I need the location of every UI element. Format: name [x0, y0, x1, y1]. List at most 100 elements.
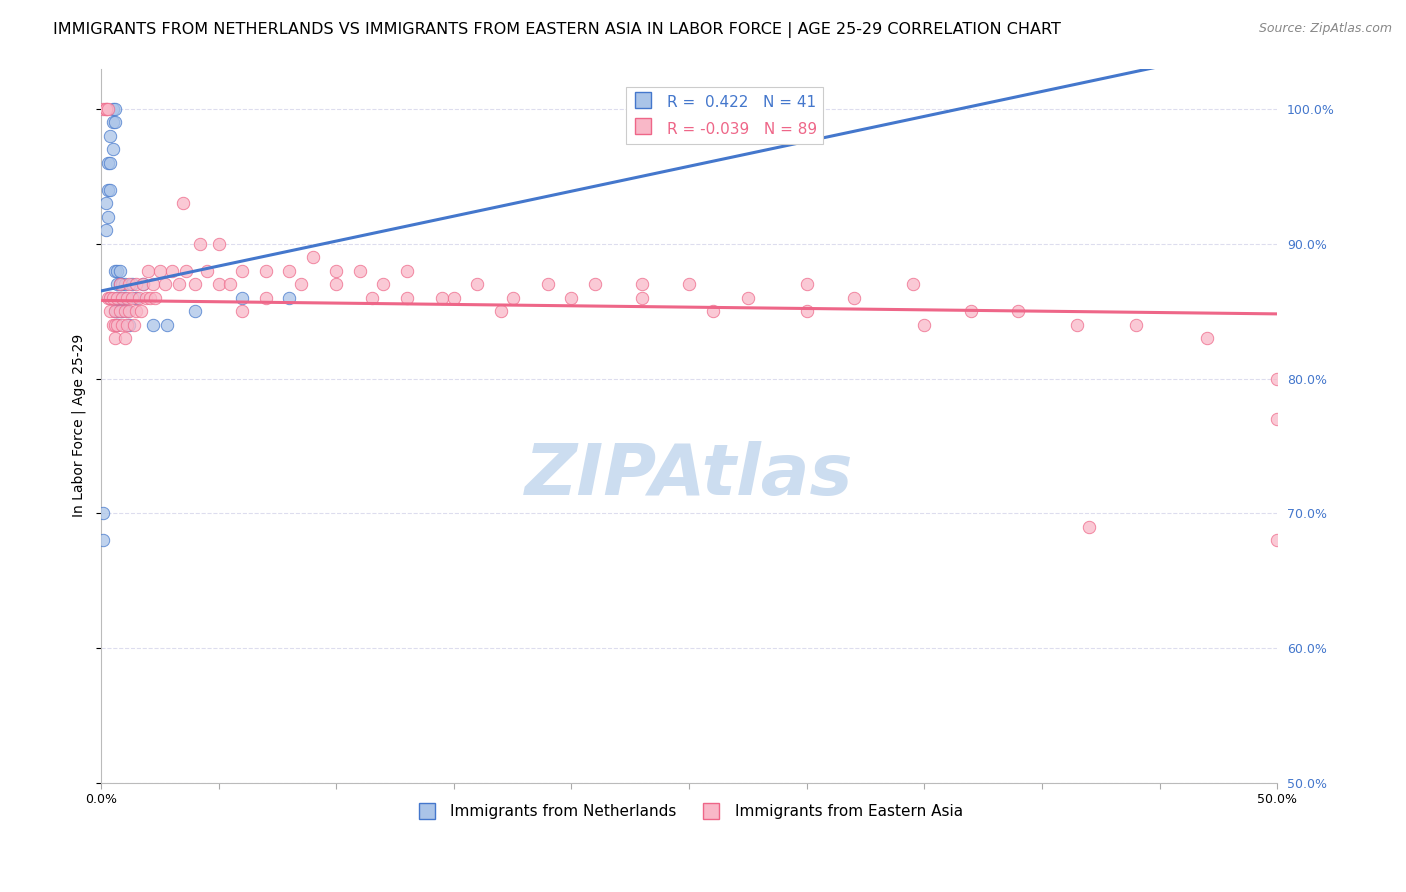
- Point: [111, 291, 134, 305]
- Point: [143, 291, 166, 305]
- Point: [1078, 520, 1101, 534]
- Point: [188, 236, 211, 251]
- Point: [842, 291, 865, 305]
- Point: [1007, 304, 1029, 318]
- Point: [537, 277, 560, 292]
- Point: [108, 264, 131, 278]
- Point: [115, 291, 138, 305]
- Point: [349, 264, 371, 278]
- Point: [254, 264, 277, 278]
- Point: [156, 318, 179, 332]
- Point: [118, 277, 141, 292]
- Point: [139, 291, 162, 305]
- Point: [97, 210, 120, 224]
- Point: [912, 318, 935, 332]
- Legend: Immigrants from Netherlands, Immigrants from Eastern Asia: Immigrants from Netherlands, Immigrants …: [409, 798, 969, 825]
- Point: [100, 291, 122, 305]
- Point: [132, 277, 155, 292]
- Point: [118, 318, 141, 332]
- Point: [101, 115, 124, 129]
- Point: [583, 277, 606, 292]
- Point: [132, 277, 155, 292]
- Point: [796, 277, 818, 292]
- Point: [118, 304, 141, 318]
- Point: [104, 318, 127, 332]
- Point: [108, 277, 131, 292]
- Point: [101, 142, 124, 156]
- Point: [104, 264, 127, 278]
- Point: [631, 277, 654, 292]
- Point: [360, 291, 382, 305]
- Point: [167, 277, 190, 292]
- Point: [129, 304, 152, 318]
- Point: [278, 291, 301, 305]
- Point: [108, 304, 131, 318]
- Point: [107, 291, 129, 305]
- Point: [104, 304, 127, 318]
- Point: [94, 102, 117, 116]
- Point: [107, 304, 129, 318]
- Point: [231, 291, 253, 305]
- Text: Source: ZipAtlas.com: Source: ZipAtlas.com: [1258, 22, 1392, 36]
- Point: [125, 291, 148, 305]
- Point: [153, 277, 176, 292]
- Point: [142, 318, 165, 332]
- Point: [325, 264, 347, 278]
- Point: [101, 318, 124, 332]
- Point: [128, 291, 150, 305]
- Point: [373, 277, 395, 292]
- Point: [796, 304, 818, 318]
- Point: [1265, 412, 1288, 426]
- Point: [136, 264, 159, 278]
- Point: [121, 277, 143, 292]
- Point: [100, 156, 122, 170]
- Point: [111, 277, 134, 292]
- Point: [115, 304, 138, 318]
- Point: [114, 331, 136, 345]
- Point: [702, 304, 724, 318]
- Point: [108, 291, 131, 305]
- Point: [160, 264, 183, 278]
- Point: [108, 277, 131, 292]
- Point: [278, 264, 301, 278]
- Point: [184, 304, 207, 318]
- Point: [121, 291, 143, 305]
- Point: [104, 331, 127, 345]
- Point: [195, 264, 218, 278]
- Point: [325, 277, 347, 292]
- Point: [142, 277, 165, 292]
- Point: [93, 102, 115, 116]
- Point: [125, 277, 148, 292]
- Point: [104, 102, 127, 116]
- Point: [901, 277, 924, 292]
- Point: [395, 264, 418, 278]
- Point: [125, 304, 148, 318]
- Point: [467, 277, 489, 292]
- Point: [107, 318, 129, 332]
- Point: [114, 291, 136, 305]
- Point: [107, 318, 129, 332]
- Point: [678, 277, 700, 292]
- Point: [101, 102, 124, 116]
- Point: [443, 291, 465, 305]
- Point: [114, 277, 136, 292]
- Point: [149, 264, 172, 278]
- Text: IMMIGRANTS FROM NETHERLANDS VS IMMIGRANTS FROM EASTERN ASIA IN LABOR FORCE | AGE: IMMIGRANTS FROM NETHERLANDS VS IMMIGRANT…: [53, 22, 1062, 38]
- Point: [1125, 318, 1147, 332]
- Point: [100, 128, 122, 143]
- Point: [107, 264, 129, 278]
- Point: [207, 236, 229, 251]
- Point: [560, 291, 582, 305]
- Point: [93, 507, 115, 521]
- Point: [430, 291, 453, 305]
- Text: ZIPAtlas: ZIPAtlas: [524, 442, 853, 510]
- Point: [631, 291, 654, 305]
- Y-axis label: In Labor Force | Age 25-29: In Labor Force | Age 25-29: [72, 334, 86, 517]
- Point: [97, 156, 120, 170]
- Point: [231, 304, 253, 318]
- Point: [489, 304, 512, 318]
- Point: [960, 304, 983, 318]
- Point: [174, 264, 197, 278]
- Point: [115, 318, 138, 332]
- Point: [301, 250, 323, 264]
